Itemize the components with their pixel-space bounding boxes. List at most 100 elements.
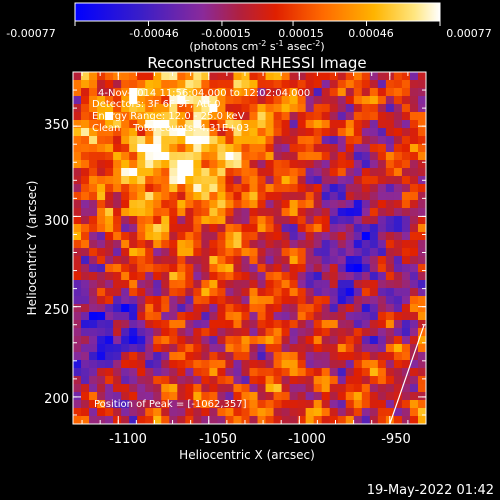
heatmap-cell [81, 200, 90, 209]
x-axis-label: Heliocentric X (arcsec) [179, 448, 315, 462]
heatmap-cell [89, 88, 98, 97]
heatmap-cell [153, 400, 162, 409]
heatmap-cell [217, 112, 227, 121]
heatmap-cell [89, 200, 98, 209]
heatmap-cell [401, 128, 411, 137]
heatmap-cell [161, 384, 170, 393]
heatmap-cell [225, 128, 235, 137]
heatmap-cell [265, 152, 275, 161]
heatmap-cell [97, 128, 106, 137]
heatmap-cell [289, 312, 299, 321]
heatmap-cell [129, 224, 138, 233]
heatmap-cell [273, 168, 283, 177]
heatmap-cell [217, 320, 227, 329]
heatmap-cell [153, 200, 162, 209]
heatmap-cell [377, 160, 387, 169]
heatmap-cell [153, 376, 162, 385]
heatmap-cell [305, 256, 315, 265]
heatmap-cell [193, 144, 202, 153]
heatmap-cell [169, 216, 178, 225]
heatmap-cell [409, 192, 419, 201]
heatmap-cell [353, 152, 363, 161]
heatmap-cell [185, 128, 194, 137]
heatmap-cell [305, 248, 315, 257]
heatmap-cell [89, 224, 98, 233]
heatmap-cell [329, 272, 339, 281]
heatmap-cell [241, 296, 251, 305]
heatmap-cell [409, 120, 419, 129]
heatmap-cell [385, 128, 395, 137]
heatmap-cell [393, 176, 403, 185]
heatmap-cell [297, 400, 307, 409]
heatmap-cell [377, 200, 387, 209]
heatmap-cell [121, 328, 130, 337]
heatmap-cell [193, 72, 202, 81]
heatmap-cell [417, 280, 426, 289]
heatmap-cell [385, 176, 395, 185]
heatmap-cell [225, 144, 235, 153]
heatmap-cell [297, 192, 307, 201]
heatmap-cell [145, 296, 154, 305]
heatmap-cell [417, 208, 426, 217]
heatmap-cell [185, 192, 194, 201]
heatmap-cell [121, 360, 130, 369]
heatmap-cell [273, 152, 283, 161]
heatmap-cell [145, 88, 154, 97]
heatmap-cell [81, 184, 90, 193]
heatmap-cell [249, 416, 259, 424]
heatmap-cell [225, 120, 235, 129]
heatmap-cell [393, 272, 403, 281]
heatmap-cell [345, 88, 355, 97]
heatmap-cell [289, 368, 299, 377]
heatmap-cell [121, 288, 130, 297]
heatmap-cell [161, 136, 170, 145]
heatmap-cell [257, 296, 267, 305]
heatmap-cell [209, 112, 219, 121]
heatmap-cell [145, 368, 154, 377]
heatmap-cell [89, 400, 98, 409]
heatmap-cell [225, 392, 235, 401]
heatmap-cell [321, 384, 331, 393]
heatmap-cell [369, 376, 379, 385]
heatmap-cell [265, 360, 275, 369]
heatmap-cell [217, 408, 227, 417]
heatmap-cell [289, 400, 299, 409]
heatmap-cell [273, 336, 283, 345]
heatmap-cell [353, 296, 363, 305]
heatmap-cell [281, 288, 291, 297]
heatmap-cell [241, 232, 251, 241]
heatmap-cell [369, 416, 379, 424]
heatmap-cell [129, 104, 138, 113]
heatmap-cell [209, 80, 219, 89]
heatmap-cell [281, 328, 291, 337]
heatmap-cell [113, 208, 122, 217]
heatmap-cell [289, 112, 299, 121]
heatmap-cell [249, 296, 259, 305]
heatmap-cell [345, 96, 355, 105]
heatmap-cell [129, 296, 138, 305]
heatmap-cell [177, 376, 186, 385]
heatmap-cell [401, 376, 411, 385]
heatmap-cell [121, 400, 130, 409]
heatmap-cell [193, 232, 202, 241]
heatmap-cell [153, 224, 162, 233]
heatmap-cell [137, 160, 146, 169]
heatmap-cell [329, 152, 339, 161]
heatmap-cell [113, 272, 122, 281]
heatmap-cell [225, 296, 235, 305]
heatmap-cell [393, 128, 403, 137]
heatmap-cell [297, 352, 307, 361]
heatmap-cell [169, 272, 178, 281]
heatmap-cell [385, 288, 395, 297]
heatmap-cell [185, 296, 194, 305]
heatmap-cell [289, 240, 299, 249]
footer-timestamp: 19-May-2022 01:42 [367, 483, 494, 498]
heatmap-cell [81, 96, 90, 105]
heatmap-cell [137, 416, 146, 424]
heatmap-cell [401, 152, 411, 161]
heatmap-cell [177, 72, 186, 81]
heatmap-cell [193, 80, 202, 89]
heatmap-cell [273, 128, 283, 137]
heatmap-cell [345, 192, 355, 201]
heatmap-cell [313, 144, 323, 153]
